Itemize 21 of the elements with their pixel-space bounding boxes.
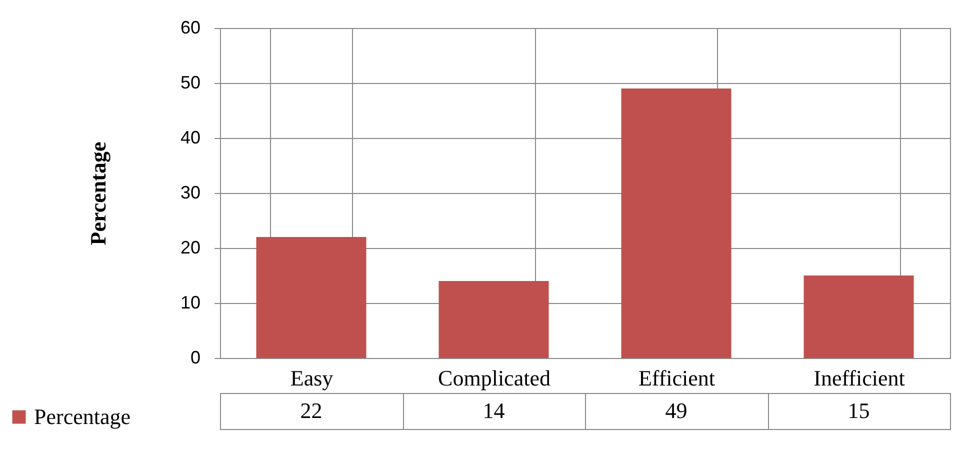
bar [256, 237, 366, 358]
y-tick-label: 60 [180, 18, 200, 38]
y-tick-label: 10 [180, 292, 200, 312]
data-label: 22 [300, 398, 322, 423]
y-tick-label: 50 [180, 72, 200, 92]
bar [621, 88, 732, 358]
y-tick-label: 40 [180, 128, 200, 148]
data-label: 14 [482, 398, 505, 423]
x-tick-label: Easy [290, 366, 334, 390]
data-label: 49 [665, 398, 688, 423]
data-label: 15 [848, 398, 870, 423]
x-tick-label: Inefficient [814, 366, 905, 390]
x-tick-label: Efficient [638, 366, 716, 390]
y-tick-label: 20 [180, 238, 200, 258]
y-tick-label: 30 [180, 182, 200, 202]
bar [804, 276, 914, 358]
y-axis-title: Percentage [85, 142, 110, 246]
y-tick-label: 0 [190, 348, 200, 368]
x-tick-label: Complicated [438, 366, 550, 390]
legend-label: Percentage [34, 404, 130, 429]
bar [438, 281, 549, 358]
